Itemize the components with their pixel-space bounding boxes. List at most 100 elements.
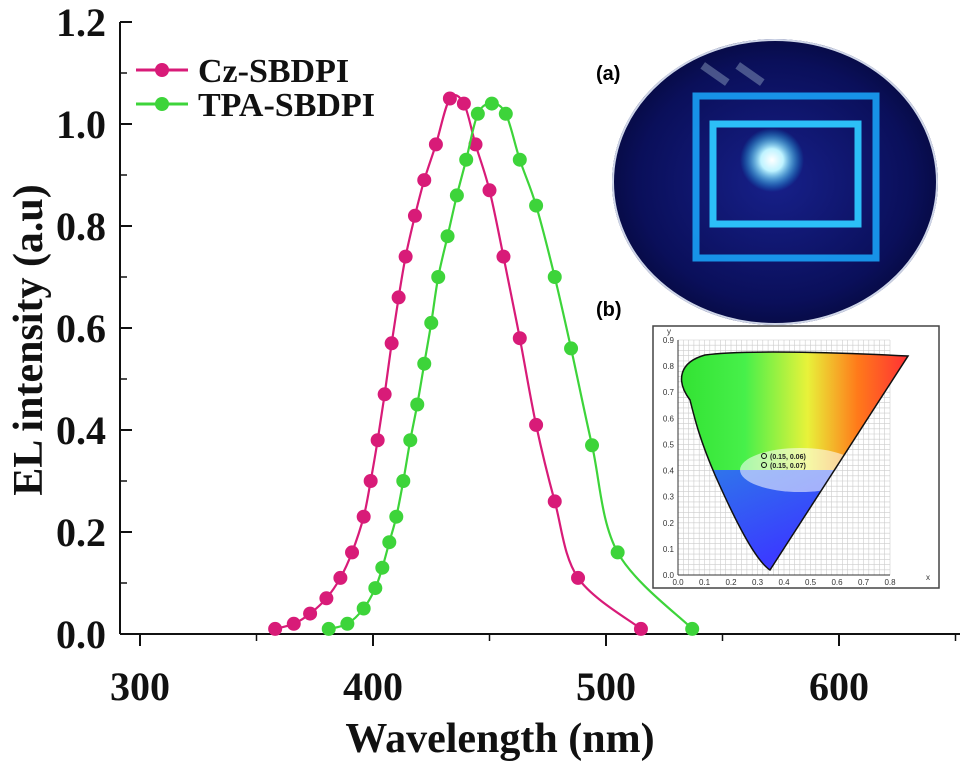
series-1-point [440, 229, 455, 244]
cie-y-tick-label: 0.6 [663, 414, 675, 423]
y-tick-label: 0.2 [56, 510, 106, 555]
series-0-point [363, 474, 378, 488]
legend-marker-tpa [155, 97, 169, 111]
cie-y-tick-label: 0.5 [663, 440, 675, 449]
series-0-point [407, 208, 422, 223]
series-0-point [482, 183, 497, 198]
device-hotspot [740, 128, 804, 192]
cie-x-tick-label: 0.0 [672, 578, 684, 587]
series-1-point [449, 188, 464, 203]
y-tick-label: 0.6 [56, 306, 106, 351]
cie-x-tick-label: 0.5 [805, 578, 817, 587]
x-tick-label: 300 [110, 664, 170, 709]
series-0-point [303, 606, 318, 621]
series-1-point [459, 152, 474, 167]
series-0-point [529, 417, 544, 432]
series-0-point [442, 91, 457, 106]
legend-item-tpa: TPA-SBDPI [136, 87, 375, 124]
series-0-point [398, 249, 413, 264]
series-1-point [382, 535, 397, 550]
series-1-point [368, 581, 383, 596]
cie-point-marker-2 [761, 462, 767, 468]
cie-y-axis-label: y [667, 327, 671, 336]
series-0-point [377, 387, 392, 402]
inset-b-label: (b) [596, 299, 622, 321]
series-0-point [512, 331, 527, 346]
cie-y-tick-label: 0.2 [663, 519, 675, 528]
y-tick-label: 0.8 [56, 204, 106, 249]
series-layer [268, 91, 700, 636]
inset-a-label: (a) [596, 63, 620, 85]
series-line-0 [274, 94, 642, 630]
series-1-point [431, 270, 446, 284]
series-1-point [685, 621, 700, 636]
series-1-point [410, 397, 425, 412]
x-tick-label: 600 [809, 664, 869, 709]
series-1-point [396, 474, 411, 488]
series-1-point [356, 601, 371, 616]
series-1-point [340, 616, 355, 631]
y-tick-label: 0.0 [56, 612, 106, 657]
x-ticks: 300 400 500 600 [110, 634, 957, 709]
cie-x-tick-label: 0.3 [752, 578, 764, 587]
series-0-point [286, 616, 301, 631]
series-0-point [319, 591, 334, 606]
x-axis-title: Wavelength (nm) [345, 716, 654, 762]
legend-label-cz: Cz-SBDPI [198, 53, 349, 90]
y-ticks: 0.0 0.2 0.4 0.6 0.8 1.0 1.2 [56, 0, 132, 657]
series-1-point [403, 433, 418, 448]
series-1-point [375, 560, 390, 575]
axes: 300 400 500 600 0.0 0.2 0.4 0.6 0.8 1.0 1.2 [56, 0, 960, 709]
legend-item-cz: Cz-SBDPI [136, 53, 349, 90]
series-0-point [633, 621, 648, 636]
y-axis-title: EL intensity (a.u) [6, 184, 52, 496]
legend-label-tpa: TPA-SBDPI [198, 87, 375, 124]
cie-point-label-2: (0.15, 0.07) [770, 463, 806, 470]
series-0-point [571, 570, 586, 585]
series-1-point [585, 438, 600, 453]
series-0-point [356, 509, 371, 524]
cie-x-tick-label: 0.8 [884, 578, 896, 587]
y-tick-label: 0.4 [56, 408, 106, 453]
series-1-point [529, 198, 544, 213]
cie-point-label-1: (0.15, 0.06) [770, 454, 806, 461]
x-tick-label: 500 [576, 664, 636, 709]
series-0-point [428, 137, 443, 152]
series-0-point [456, 96, 471, 111]
cie-y-tick-label: 0.0 [663, 571, 675, 580]
series-1-point [498, 106, 513, 121]
series-1-point [321, 621, 336, 636]
series-0-point [417, 173, 432, 188]
device-outer-frame [692, 92, 880, 262]
series-1-point [610, 545, 625, 560]
y-tick-label: 1.2 [56, 0, 106, 45]
series-0-point [384, 336, 399, 351]
cie-horseshoe-outline [680, 351, 910, 572]
y-tick-label: 1.0 [56, 102, 106, 147]
series-0-point [468, 137, 483, 152]
series-1-point [424, 315, 439, 330]
cie-y-tick-label: 0.1 [663, 545, 675, 554]
series-1-point [484, 96, 499, 111]
cie-point-marker-1 [761, 453, 767, 459]
cie-x-tick-label: 0.6 [831, 578, 843, 587]
cie-y-tick-label: 0.9 [663, 336, 675, 345]
series-0-point [268, 621, 283, 636]
cie-y-tick-label: 0.3 [663, 493, 675, 502]
cie-ticks: 0.0 0.1 0.2 0.3 0.4 0.5 0.6 0.7 0.8 0.0 0.1 0.2 0.3 0… [663, 336, 896, 587]
cie-y-tick-label: 0.4 [663, 467, 675, 476]
x-tick-label: 400 [343, 664, 403, 709]
series-0-point [333, 570, 348, 585]
inset-a-device-photo [612, 39, 938, 325]
cie-x-tick-label: 0.1 [699, 578, 711, 587]
device-inner-frame [709, 120, 862, 228]
cie-point-1: (0.15, 0.06) [761, 453, 806, 461]
legend-marker-cz [155, 63, 169, 77]
series-0-point [345, 545, 360, 560]
series-0-point [547, 494, 562, 509]
series-1-point [417, 356, 432, 371]
series-0-point [391, 290, 406, 305]
series-1-point [470, 106, 485, 121]
cie-x-axis-label: x [926, 573, 930, 582]
cie-y-tick-label: 0.8 [663, 362, 675, 371]
